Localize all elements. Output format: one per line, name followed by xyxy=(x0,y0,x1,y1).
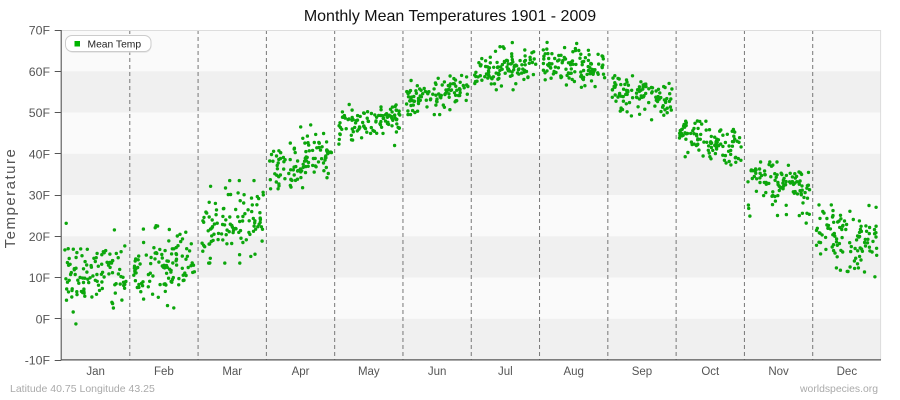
svg-text:Feb: Feb xyxy=(154,366,174,378)
svg-text:Aug: Aug xyxy=(563,366,583,378)
svg-text:Dec: Dec xyxy=(837,366,858,378)
svg-text:Sep: Sep xyxy=(632,366,652,378)
svg-text:10F: 10F xyxy=(29,271,51,285)
svg-text:Jul: Jul xyxy=(498,366,513,378)
svg-text:Jun: Jun xyxy=(428,366,447,378)
svg-text:May: May xyxy=(358,366,380,378)
svg-text:60F: 60F xyxy=(29,65,51,79)
svg-text:Apr: Apr xyxy=(292,366,310,378)
svg-text:70F: 70F xyxy=(29,24,51,38)
svg-text:Latitude 40.75 Longitude 43.25: Latitude 40.75 Longitude 43.25 xyxy=(10,383,155,395)
svg-text:50F: 50F xyxy=(29,106,51,120)
svg-text:Oct: Oct xyxy=(701,366,720,378)
svg-text:Nov: Nov xyxy=(768,366,789,378)
svg-text:Temperature: Temperature xyxy=(2,148,19,249)
svg-text:20F: 20F xyxy=(29,230,51,244)
svg-text:-10F: -10F xyxy=(25,354,51,368)
svg-text:30F: 30F xyxy=(29,189,51,203)
svg-text:Mean Temp: Mean Temp xyxy=(88,39,142,50)
svg-text:worldspecies.org: worldspecies.org xyxy=(799,384,878,395)
svg-text:Monthly Mean Temperatures 1901: Monthly Mean Temperatures 1901 - 2009 xyxy=(304,8,596,25)
svg-text:0F: 0F xyxy=(36,312,51,326)
svg-text:Jan: Jan xyxy=(86,366,105,378)
svg-text:40F: 40F xyxy=(29,147,51,161)
svg-text:Mar: Mar xyxy=(222,366,242,378)
